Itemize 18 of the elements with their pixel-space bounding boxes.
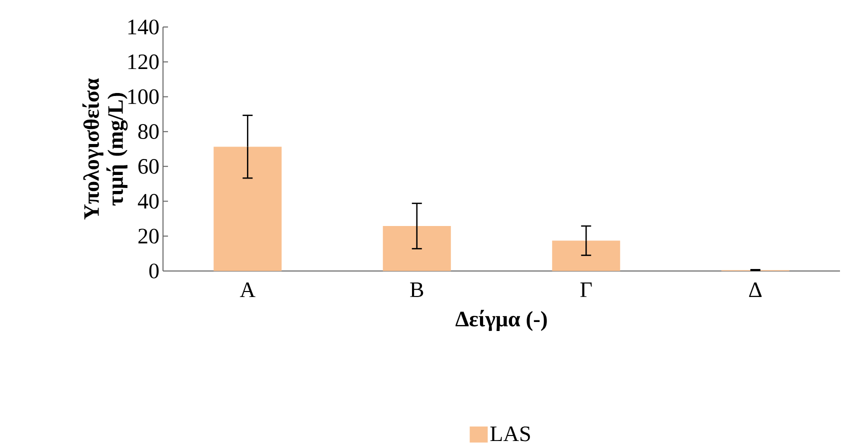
y-tick-label: 60 <box>138 158 159 174</box>
y-tick-label: 40 <box>138 194 159 209</box>
x-tick-label: Β <box>410 282 424 297</box>
y-tick-label: 140 <box>128 20 159 34</box>
x-axis-title: Δείγμα (-) <box>456 310 547 331</box>
y-tick-label: 100 <box>128 89 159 104</box>
y-tick-label: 120 <box>128 54 159 70</box>
x-tick-label: Γ <box>580 282 592 297</box>
y-axis-title: Υπολογισθείσα τιμή (mg/L) <box>82 78 128 220</box>
bar <box>552 240 620 271</box>
y-tick-label: 80 <box>138 124 159 139</box>
legend-label: LAS <box>490 426 530 442</box>
bar <box>214 146 282 271</box>
x-tick-label: Α <box>240 282 256 298</box>
bar <box>382 226 451 271</box>
y-tick-label: 20 <box>138 228 159 244</box>
y-tick-label: 0 <box>149 264 159 278</box>
x-tick-label: Δ <box>749 282 762 298</box>
